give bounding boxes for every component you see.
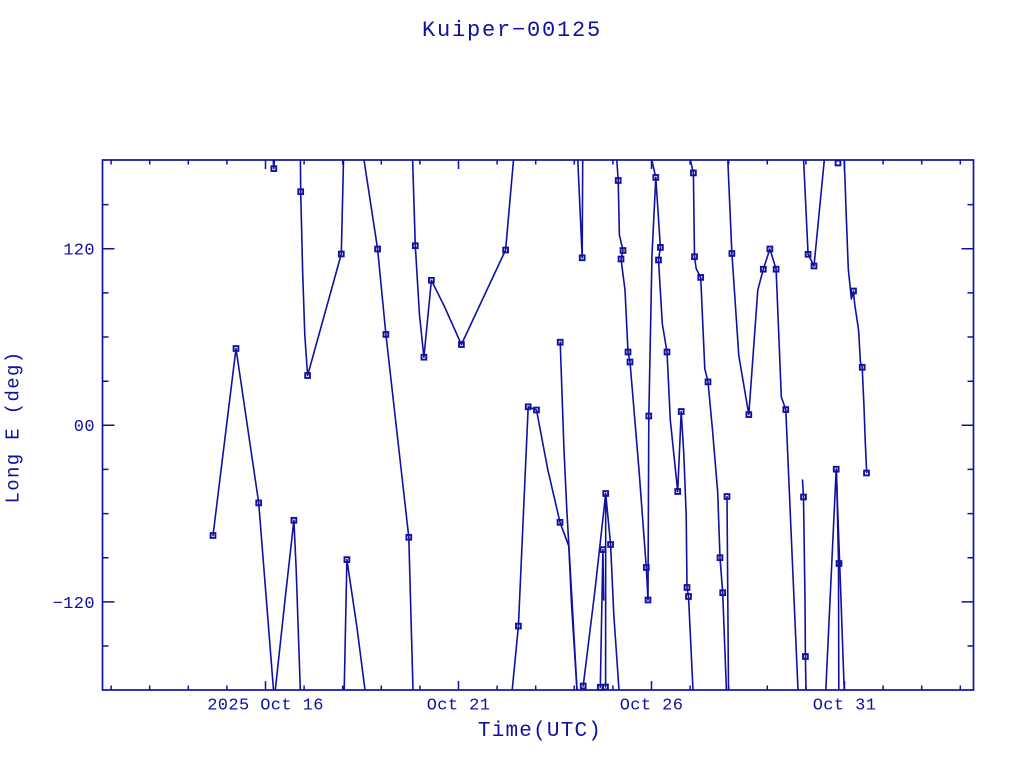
svg-text:Oct 31: Oct 31 xyxy=(813,696,877,715)
svg-text:Long E (deg): Long E (deg) xyxy=(3,350,25,503)
svg-text:Time(UTC): Time(UTC) xyxy=(478,720,602,743)
svg-text:Oct 26: Oct 26 xyxy=(620,696,684,715)
svg-text:Oct 21: Oct 21 xyxy=(427,696,491,715)
svg-text:−120: −120 xyxy=(53,595,95,614)
svg-text:00: 00 xyxy=(74,418,95,437)
svg-text:Kuiper−00125: Kuiper−00125 xyxy=(422,18,602,43)
svg-text:120: 120 xyxy=(63,242,95,261)
svg-text:2025 Oct 16: 2025 Oct 16 xyxy=(207,696,324,715)
